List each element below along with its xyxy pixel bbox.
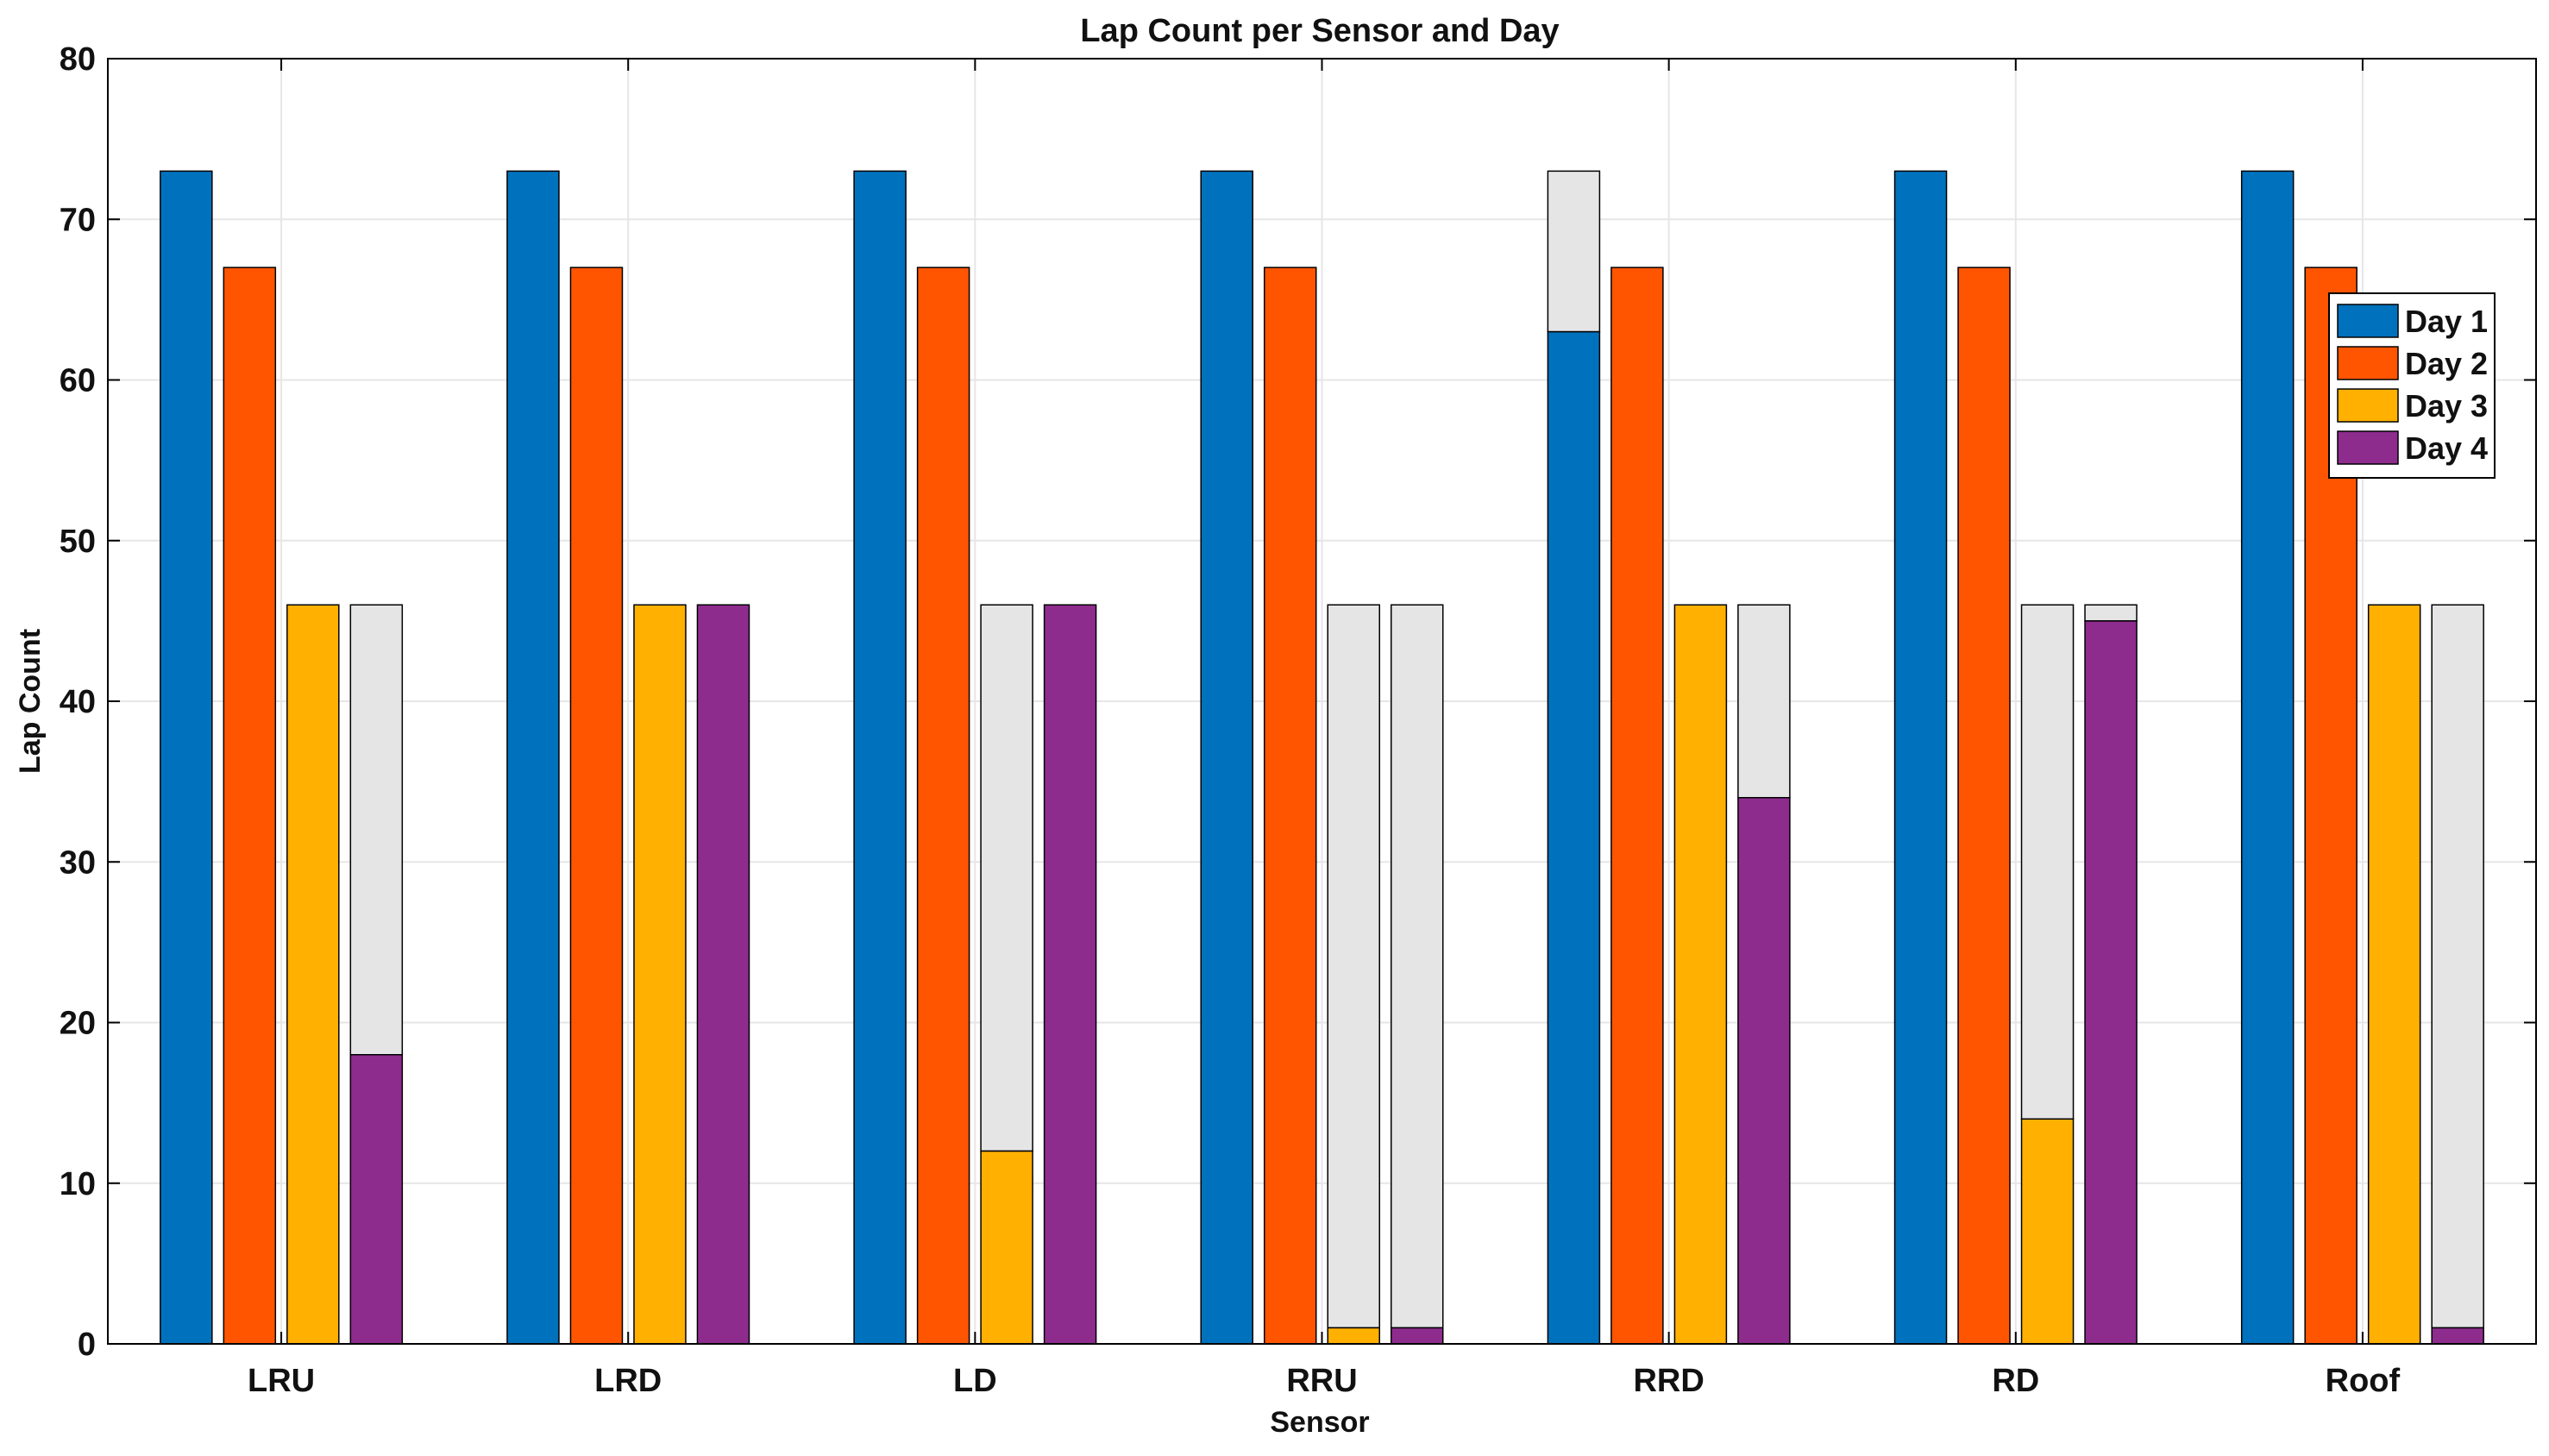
bar-day-2-lru (223, 267, 277, 1345)
bar-day-3-lrd (633, 604, 687, 1345)
bar-day-3-lru (286, 604, 340, 1345)
x-tick-label-rrd: RRD (1633, 1363, 1704, 1399)
bar-expected-remainder (349, 604, 404, 1056)
y-tick-label: 70 (60, 202, 96, 238)
chart-title: Lap Count per Sensor and Day (1080, 13, 1559, 49)
bar-day-2-ld (916, 267, 970, 1345)
y-tick-label: 50 (60, 524, 96, 560)
bar-expected-remainder (1737, 604, 1791, 799)
bar-expected-remainder (1391, 604, 1444, 1329)
bar-day-1-ld (853, 170, 907, 1345)
legend-label-day-3: Day 3 (2405, 388, 2488, 424)
bar-day-4-rru (1391, 1327, 1444, 1345)
y-axis-ticks: 0 10 20 30 40 50 60 70 80 (60, 41, 2536, 1363)
y-tick-label: 10 (60, 1166, 96, 1202)
bar-day-1-lru (160, 170, 213, 1345)
bar-day-1-lrd (506, 170, 560, 1345)
legend-swatch-day-3 (2337, 388, 2399, 423)
y-tick-label: 40 (60, 684, 96, 720)
bar-day-1-rrd (1547, 330, 1601, 1345)
y-tick-label: 30 (60, 844, 96, 881)
bar-day-4-rrd (1737, 797, 1791, 1345)
legend: Day 1 Day 2 Day 3 Day 4 (2328, 292, 2496, 479)
bar-day-4-rd (2084, 620, 2138, 1345)
bar-expected-remainder (2431, 604, 2484, 1329)
bar-day-1-rru (1200, 170, 1253, 1345)
y-tick-label: 80 (60, 41, 96, 78)
y-axis-label: Lap Count (14, 629, 47, 774)
legend-swatch-day-4 (2337, 430, 2399, 465)
bar-day-1-roof (2240, 170, 2295, 1345)
x-tick-label-roof: Roof (2326, 1363, 2401, 1399)
y-tick-label: 0 (78, 1327, 96, 1363)
bar-expected-remainder (2020, 604, 2075, 1120)
legend-label-day-1: Day 1 (2405, 304, 2488, 339)
grid-lines (108, 59, 2536, 1344)
x-axis-ticks: LRU LRD LD RRU RRD RD Roof (248, 59, 2401, 1399)
bar-day-3-ld (980, 1150, 1033, 1345)
bar-expected-remainder (1327, 604, 1380, 1329)
bars (160, 170, 2484, 1345)
bar-expected-remainder (1547, 170, 1601, 333)
bar-day-4-lrd (696, 604, 750, 1345)
bar-day-4-lru (349, 1054, 404, 1345)
x-tick-label-rd: RD (1992, 1363, 2039, 1399)
x-tick-label-ld: LD (953, 1363, 997, 1399)
bar-day-3-rrd (1673, 604, 1728, 1345)
legend-swatch-day-2 (2337, 346, 2399, 380)
bar-day-3-rru (1327, 1327, 1380, 1345)
y-tick-label: 20 (60, 1006, 96, 1042)
bar-day-2-rd (1957, 267, 2011, 1345)
bar-expected-remainder (980, 604, 1033, 1152)
legend-label-day-2: Day 2 (2405, 346, 2488, 381)
bar-day-3-roof (2367, 604, 2421, 1345)
y-tick-label: 60 (60, 363, 96, 399)
x-tick-label-lrd: LRD (594, 1363, 662, 1399)
bar-day-2-rru (1264, 267, 1317, 1345)
bar-expected-remainder (2084, 604, 2138, 622)
bar-day-1-rd (1893, 170, 1948, 1345)
bar-day-4-roof (2431, 1327, 2484, 1345)
x-tick-label-lru: LRU (248, 1363, 315, 1399)
x-axis-label: Sensor (1270, 1406, 1369, 1439)
legend-label-day-4: Day 4 (2405, 430, 2488, 466)
bar-day-2-lrd (569, 267, 624, 1345)
x-tick-label-rru: RRU (1286, 1363, 1357, 1399)
bar-day-4-ld (1043, 604, 1097, 1345)
bar-day-2-rrd (1610, 267, 1664, 1345)
legend-swatch-day-1 (2337, 304, 2399, 338)
bar-day-3-rd (2020, 1118, 2075, 1345)
